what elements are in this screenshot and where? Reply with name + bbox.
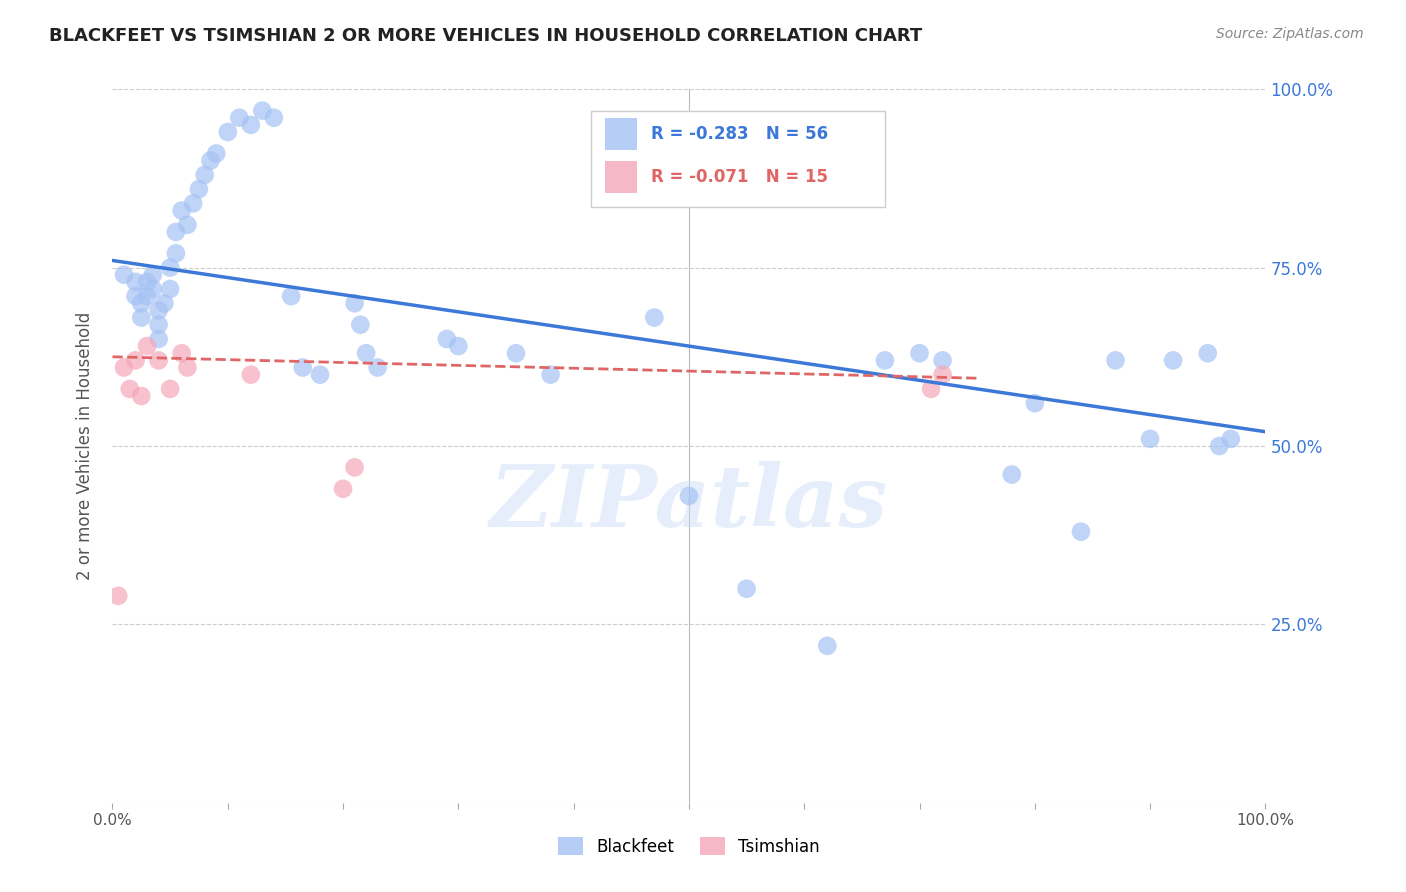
Text: R = -0.283   N = 56: R = -0.283 N = 56 <box>651 125 828 143</box>
Point <box>1197 346 1219 360</box>
Point <box>920 382 942 396</box>
FancyBboxPatch shape <box>591 111 884 207</box>
Point <box>148 303 170 318</box>
Point <box>540 368 562 382</box>
Point <box>228 111 250 125</box>
Point <box>217 125 239 139</box>
Point <box>815 639 838 653</box>
Point <box>112 360 135 375</box>
Point <box>112 268 135 282</box>
Point <box>136 275 159 289</box>
Point <box>343 296 366 310</box>
Y-axis label: 2 or more Vehicles in Household: 2 or more Vehicles in Household <box>76 312 94 580</box>
Point <box>1070 524 1092 539</box>
Bar <box>605 161 637 193</box>
Point <box>136 339 159 353</box>
Point <box>148 332 170 346</box>
Point <box>735 582 758 596</box>
Point <box>332 482 354 496</box>
Point <box>159 382 181 396</box>
Point <box>170 203 193 218</box>
Point <box>1219 432 1241 446</box>
Point <box>176 360 198 375</box>
Point <box>1161 353 1184 368</box>
Point <box>142 282 165 296</box>
Point <box>136 289 159 303</box>
Bar <box>605 119 637 150</box>
Point <box>159 282 181 296</box>
Point <box>170 346 193 360</box>
Point <box>354 346 377 360</box>
Point <box>263 111 285 125</box>
Point <box>148 353 170 368</box>
Point <box>505 346 527 360</box>
Legend: Blackfeet, Tsimshian: Blackfeet, Tsimshian <box>551 830 827 863</box>
Text: Source: ZipAtlas.com: Source: ZipAtlas.com <box>1216 27 1364 41</box>
Point <box>436 332 458 346</box>
Point <box>148 318 170 332</box>
Point <box>153 296 176 310</box>
Point <box>873 353 896 368</box>
Point <box>367 360 389 375</box>
Point <box>194 168 217 182</box>
Point <box>176 218 198 232</box>
Point <box>343 460 366 475</box>
Point <box>129 389 153 403</box>
Point <box>159 260 181 275</box>
Text: BLACKFEET VS TSIMSHIAN 2 OR MORE VEHICLES IN HOUSEHOLD CORRELATION CHART: BLACKFEET VS TSIMSHIAN 2 OR MORE VEHICLE… <box>49 27 922 45</box>
Point <box>107 589 129 603</box>
Point <box>200 153 222 168</box>
Point <box>239 368 262 382</box>
Point <box>129 296 153 310</box>
Point <box>129 310 153 325</box>
Point <box>931 353 953 368</box>
Point <box>165 246 187 260</box>
Point <box>142 268 165 282</box>
Point <box>643 310 665 325</box>
Point <box>280 289 302 303</box>
Point <box>931 368 953 382</box>
Point <box>165 225 187 239</box>
Point <box>124 275 146 289</box>
Point <box>349 318 371 332</box>
Point <box>181 196 204 211</box>
Point <box>908 346 931 360</box>
Point <box>1024 396 1046 410</box>
Point <box>291 360 314 375</box>
Text: R = -0.071   N = 15: R = -0.071 N = 15 <box>651 168 828 186</box>
Point <box>447 339 470 353</box>
Text: ZIPatlas: ZIPatlas <box>489 461 889 545</box>
Point <box>252 103 274 118</box>
Point <box>205 146 228 161</box>
Point <box>188 182 211 196</box>
Point <box>1139 432 1161 446</box>
Point <box>124 353 146 368</box>
Point <box>118 382 141 396</box>
Point <box>1001 467 1024 482</box>
Point <box>1104 353 1126 368</box>
Point <box>1208 439 1230 453</box>
Point <box>309 368 332 382</box>
Point <box>239 118 262 132</box>
Point <box>124 289 146 303</box>
Point <box>678 489 700 503</box>
